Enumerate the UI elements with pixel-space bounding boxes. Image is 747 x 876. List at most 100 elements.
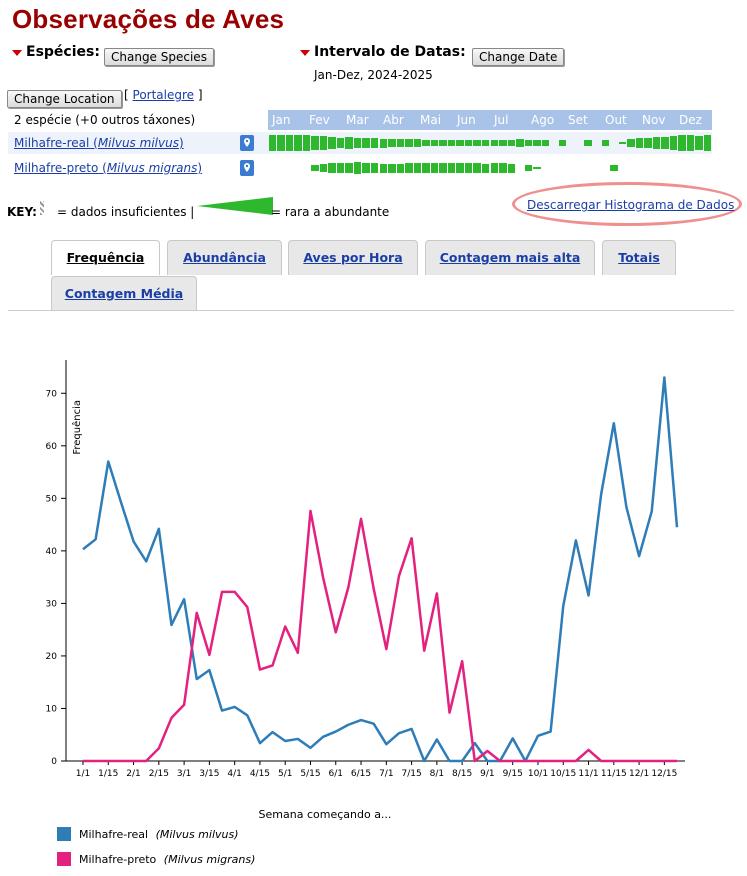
- change-species-button[interactable]: Change Species: [104, 48, 214, 66]
- histogram-bar: [610, 165, 618, 171]
- histogram-bar: [311, 135, 319, 151]
- y-tick-label: 60: [46, 442, 58, 452]
- histogram-bar: [447, 139, 456, 147]
- x-tick-label: 2/1: [126, 769, 140, 779]
- month-label: Out: [605, 113, 627, 127]
- histogram-bar: [516, 139, 524, 147]
- legend-swatch-1: [57, 827, 71, 841]
- legend-swatch-2: [57, 852, 71, 866]
- species-count: 2 espécie (+0 outros táxones): [14, 113, 196, 127]
- x-tick-label: 3/1: [177, 769, 191, 779]
- y-tick-label: 0: [51, 757, 57, 767]
- y-axis-label: Frequência: [71, 400, 83, 455]
- change-date-button[interactable]: Change Date: [472, 48, 565, 66]
- histogram-bar: [464, 162, 473, 174]
- x-tick-label: 3/15: [199, 769, 219, 779]
- histogram-bar: [558, 140, 567, 146]
- x-tick-label: 2/15: [149, 769, 169, 779]
- histogram-bar: [362, 163, 370, 173]
- y-tick-label: 30: [46, 599, 58, 609]
- x-tick-label: 4/15: [250, 769, 270, 779]
- month-label: Jun: [457, 113, 476, 127]
- bracket-close: ]: [197, 88, 203, 102]
- location-link[interactable]: Portalegre: [132, 88, 195, 102]
- histogram-bar: [328, 163, 336, 173]
- histogram-bar: [430, 163, 439, 173]
- x-tick-label: 9/1: [480, 769, 494, 779]
- key-insufficient: = dados insuficientes |: [57, 205, 195, 219]
- tab-abundancia[interactable]: Abundância: [167, 240, 282, 275]
- tab-totais[interactable]: Totais: [602, 240, 676, 275]
- x-tick-label: 4/1: [227, 769, 241, 779]
- month-label: Dez: [679, 113, 702, 127]
- species-sci-name: Milvus migrans: [106, 161, 198, 175]
- key-rare: = rara a abundante: [271, 205, 390, 219]
- tab-contagem-mais-alta[interactable]: Contagem mais alta: [425, 240, 595, 275]
- x-tick-label: 7/1: [379, 769, 393, 779]
- histogram-bar: [678, 135, 686, 151]
- species-link[interactable]: Milhafre-preto (Milvus migrans): [14, 161, 203, 175]
- tab-frequencia[interactable]: Frequência: [51, 240, 160, 275]
- histogram-bar: [405, 139, 413, 147]
- x-tick-label: 8/1: [430, 769, 444, 779]
- species-sci-name: Milvus milvus: [97, 136, 179, 150]
- legend-sci-2: (Milvus migrans): [164, 853, 256, 866]
- histogram-bar: [669, 135, 678, 151]
- key-label: KEY:: [7, 205, 37, 219]
- month-label: Jul: [494, 113, 509, 127]
- histogram-bar: [533, 166, 541, 170]
- download-histogram-link[interactable]: Descarregar Histograma de Dados: [527, 198, 735, 212]
- histogram-bar: [319, 163, 328, 173]
- species-label: Espécies:: [26, 44, 100, 60]
- histogram-bar: [456, 139, 464, 147]
- histogram-bar: [370, 163, 379, 173]
- species-row: Milhafre-preto (Milvus migrans): [8, 157, 712, 179]
- histogram-bar: [285, 134, 294, 152]
- page-title: Observações de Aves: [12, 4, 285, 34]
- x-tick-label: 10/15: [550, 769, 576, 779]
- histogram-bar: [294, 135, 302, 151]
- histogram-bar: [490, 139, 499, 147]
- histogram-bar: [499, 139, 507, 147]
- species-common-name: Milhafre-real: [14, 136, 90, 150]
- change-location-button[interactable]: Change Location: [7, 90, 122, 108]
- month-label: Set: [568, 113, 588, 127]
- x-tick-label: 1/1: [76, 769, 90, 779]
- x-tick-label: 12/1: [629, 769, 649, 779]
- series-line-1: [82, 376, 679, 763]
- histogram-bar: [362, 138, 370, 148]
- species-header: Espécies:: [12, 44, 100, 60]
- histogram-bar: [584, 140, 592, 146]
- legend-item-1: Milhafre-real (Milvus milvus): [79, 828, 239, 841]
- insufficient-swatch: [40, 201, 44, 215]
- histogram-bar: [533, 139, 541, 147]
- histogram-bar: [618, 141, 627, 145]
- species-link[interactable]: Milhafre-real (Milvus milvus): [14, 136, 184, 150]
- histogram-bar: [473, 139, 481, 147]
- bracket-open: [: [124, 88, 129, 102]
- histogram-bar: [661, 137, 669, 149]
- month-label: Ago: [531, 113, 555, 127]
- histogram-bar: [524, 165, 533, 171]
- x-tick-label: 11/1: [578, 769, 598, 779]
- map-pin-icon[interactable]: [240, 135, 254, 151]
- histogram-bar: [353, 162, 362, 174]
- histogram-bar: [703, 135, 712, 151]
- histogram-bars: [268, 157, 712, 179]
- map-pin-icon[interactable]: [240, 160, 254, 176]
- month-label: Mai: [420, 113, 442, 127]
- key-row: KEY: = dados insuficientes | = rara a ab…: [7, 197, 389, 219]
- tab-aves-por-hora[interactable]: Aves por Hora: [288, 240, 418, 275]
- histogram-bar: [490, 162, 499, 174]
- x-tick-label: 10/1: [528, 769, 548, 779]
- highlight-annotation: [512, 182, 742, 226]
- tab-contagem-media[interactable]: Contagem Média: [51, 276, 197, 311]
- histogram-bar: [430, 139, 439, 147]
- histogram-bar: [336, 137, 345, 149]
- species-common-name: Milhafre-preto: [14, 161, 99, 175]
- histogram-bar: [447, 162, 456, 174]
- y-tick-label: 20: [46, 652, 58, 662]
- histogram-bar: [695, 135, 703, 151]
- x-tick-label: 5/15: [300, 769, 320, 779]
- location: [ Portalegre ]: [124, 88, 203, 102]
